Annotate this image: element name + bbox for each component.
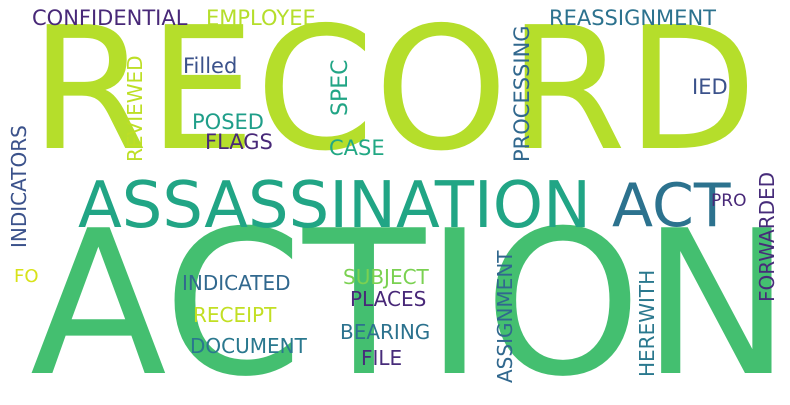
word: ASSIGNMENT: [493, 250, 517, 384]
word: SUBJECT: [343, 265, 429, 289]
word: ACT: [612, 171, 731, 241]
word: FORWARDED: [755, 171, 779, 302]
word: RECEIPT: [193, 303, 277, 327]
word: DOCUMENT: [190, 334, 307, 358]
word: CASE: [329, 136, 385, 160]
word: INDICATED: [182, 271, 291, 295]
word: FO: [14, 266, 39, 287]
word: BEARING: [340, 320, 431, 344]
word: REVIEWED: [123, 55, 147, 162]
word: ACTION: [30, 188, 790, 405]
word: FLAGS: [205, 130, 273, 154]
word: PRO: [711, 191, 747, 211]
word: PLACES: [350, 287, 427, 311]
word: IED: [692, 75, 728, 99]
word: INDICATORS: [7, 125, 31, 248]
word: EMPLOYEE: [206, 6, 316, 30]
word: REASSIGNMENT: [549, 6, 716, 30]
word: ASSASSINATION: [78, 169, 592, 243]
word: RECORD: [30, 0, 758, 189]
word: POSED: [192, 110, 264, 134]
word: CONFIDENTIAL: [32, 6, 188, 30]
word: PROCESSING: [510, 25, 534, 162]
word: HEREWITH: [635, 269, 659, 377]
word: Filled: [183, 54, 238, 78]
word: FILE: [361, 346, 403, 370]
word: SPEC: [328, 59, 353, 117]
